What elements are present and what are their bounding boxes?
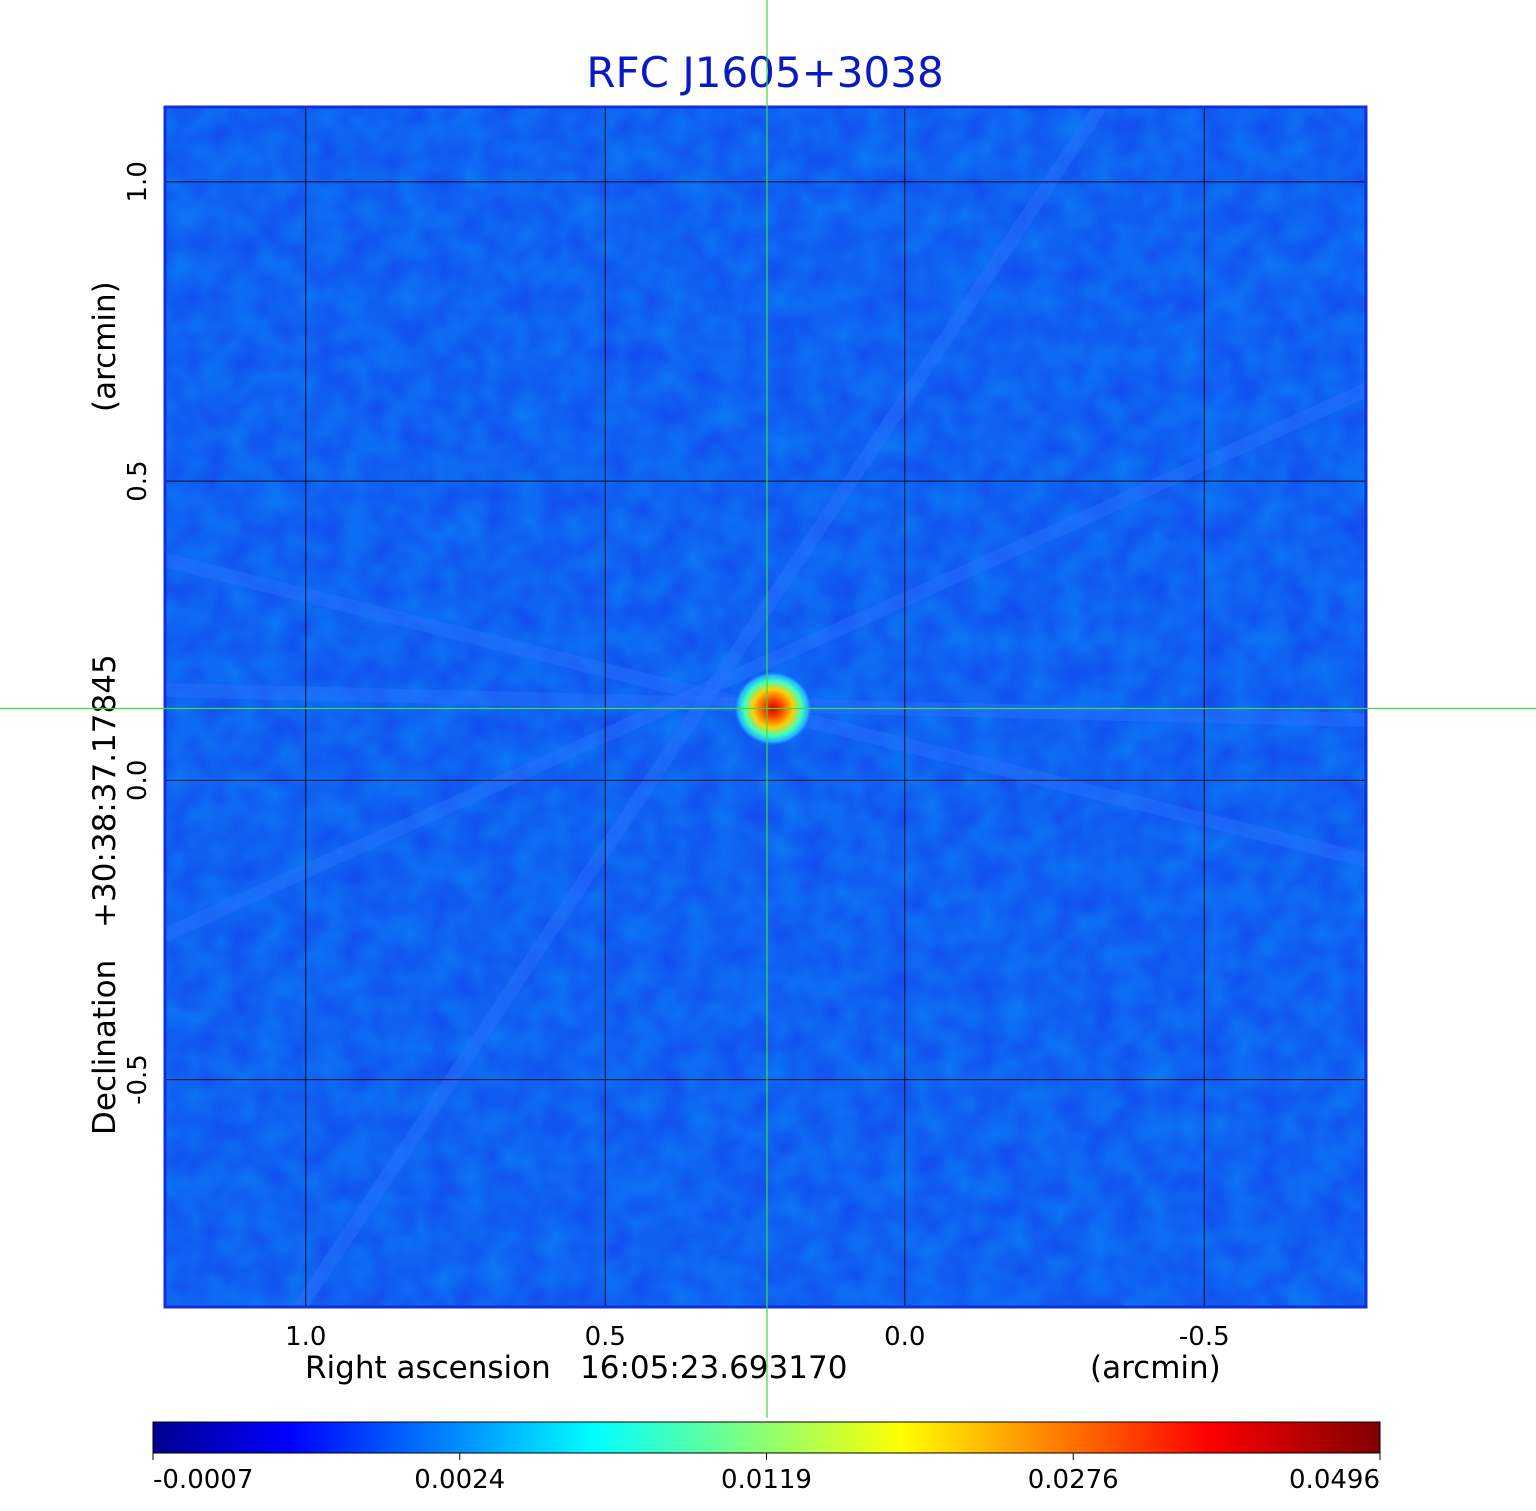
colorbar-tick-label: 0.0024 [414, 1465, 505, 1495]
y-tick-labels: 1.0 0.5 0.0 -0.5 [123, 161, 153, 1105]
x-tick-labels: 1.0 0.5 0.0 -0.5 [285, 1322, 1230, 1352]
colorbar [152, 1421, 1381, 1454]
x-tick-label: 1.0 [285, 1322, 326, 1352]
colorbar-tick-label: 0.0119 [721, 1465, 812, 1495]
y-axis-label-value: +30:38:37.17845 [87, 654, 123, 928]
y-tick-label: 0.5 [123, 460, 153, 501]
colorbar-tick-label: 0.0496 [1289, 1465, 1380, 1495]
chart-title: RFC J1605+3038 [586, 48, 943, 97]
x-axis-label-prefix: Right ascension [305, 1350, 551, 1386]
plot-frame [163, 105, 1368, 1309]
x-axis-label-value: 16:05:23.693170 [580, 1350, 847, 1386]
y-tick-label: 1.0 [123, 161, 153, 202]
x-tick-label: 0.0 [884, 1322, 925, 1352]
colorbar-tick-labels: -0.0007 0.0024 0.0119 0.0276 0.0496 [152, 1453, 1381, 1495]
y-axis-label-unit: (arcmin) [87, 281, 123, 412]
y-tick-label: 0.0 [123, 760, 153, 801]
image-map [165, 107, 1366, 1307]
crosshair [0, 0, 1536, 1418]
x-tick-label: 0.5 [585, 1322, 626, 1352]
x-axis-label-unit: (arcmin) [1090, 1350, 1221, 1386]
colorbar-tick-label: -0.0007 [153, 1465, 253, 1495]
x-tick-label: -0.5 [1179, 1322, 1230, 1352]
y-axis-label-prefix: Declination [87, 960, 123, 1135]
y-tick-label: -0.5 [123, 1054, 153, 1105]
grid [165, 107, 1366, 1307]
colorbar-tick-label: 0.0276 [1028, 1465, 1119, 1495]
